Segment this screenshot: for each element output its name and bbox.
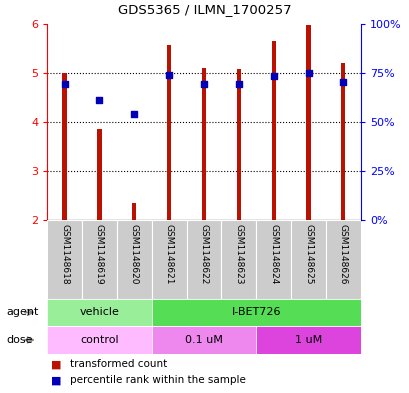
Text: GSM1148622: GSM1148622 — [199, 224, 208, 285]
Bar — [186, 220, 221, 299]
Bar — [201, 68, 206, 220]
Bar — [47, 220, 82, 299]
Text: ■: ■ — [51, 359, 62, 369]
Text: dose: dose — [6, 335, 33, 345]
Point — [166, 72, 172, 78]
Bar — [271, 41, 275, 220]
Bar — [256, 326, 360, 354]
Bar — [236, 69, 240, 220]
Bar — [290, 220, 325, 299]
Point — [305, 70, 311, 76]
Point — [131, 111, 137, 118]
Text: 0.1 uM: 0.1 uM — [184, 335, 222, 345]
Text: GSM1148623: GSM1148623 — [234, 224, 243, 285]
Text: GSM1148626: GSM1148626 — [338, 224, 347, 285]
Bar — [256, 220, 290, 299]
Text: transformed count: transformed count — [70, 359, 166, 369]
Text: GSM1148621: GSM1148621 — [164, 224, 173, 285]
Bar — [132, 203, 136, 220]
Text: vehicle: vehicle — [79, 307, 119, 318]
Text: GSM1148619: GSM1148619 — [95, 224, 103, 285]
Bar — [117, 220, 151, 299]
Point — [61, 81, 68, 87]
Bar — [151, 299, 360, 326]
Bar — [166, 45, 171, 220]
Text: agent: agent — [6, 307, 38, 318]
Text: GSM1148620: GSM1148620 — [130, 224, 138, 285]
Point — [270, 73, 276, 79]
Bar — [47, 326, 151, 354]
Point — [200, 81, 207, 87]
Bar — [62, 73, 67, 220]
Bar — [97, 129, 101, 220]
Bar — [306, 25, 310, 220]
Bar — [325, 220, 360, 299]
Text: 1 uM: 1 uM — [294, 335, 321, 345]
Bar — [151, 326, 256, 354]
Point — [339, 79, 346, 85]
Bar — [151, 220, 186, 299]
Bar — [47, 299, 151, 326]
Text: GSM1148624: GSM1148624 — [269, 224, 277, 285]
Bar — [340, 63, 345, 220]
Text: GSM1148625: GSM1148625 — [303, 224, 312, 285]
Point — [235, 81, 242, 87]
Text: ■: ■ — [51, 375, 62, 385]
Text: control: control — [80, 335, 119, 345]
Bar — [221, 220, 256, 299]
Text: GSM1148618: GSM1148618 — [60, 224, 69, 285]
Text: percentile rank within the sample: percentile rank within the sample — [70, 375, 245, 385]
Point — [96, 97, 103, 103]
Bar — [82, 220, 117, 299]
Text: GDS5365 / ILMN_1700257: GDS5365 / ILMN_1700257 — [118, 3, 291, 16]
Text: I-BET726: I-BET726 — [231, 307, 280, 318]
